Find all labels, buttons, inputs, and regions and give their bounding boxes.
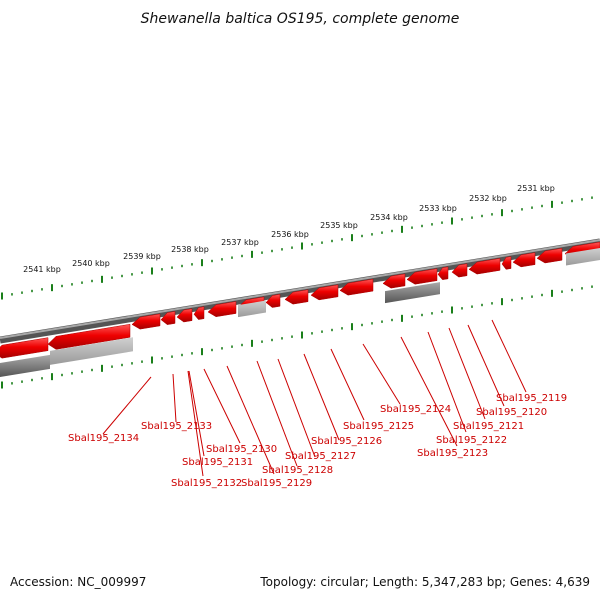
scale-label: 2539 kbp xyxy=(123,252,161,261)
gene-leader-line xyxy=(256,360,298,467)
gene-leader-line xyxy=(362,343,401,405)
scale-label: 2532 kbp xyxy=(469,194,507,203)
gene-leader-line xyxy=(400,336,458,447)
gene-label[interactable]: Sbal195_2129 xyxy=(241,478,312,489)
gene-arrow xyxy=(176,308,193,323)
feature-box-dark xyxy=(385,282,440,304)
scale-label: 2535 kbp xyxy=(320,221,358,230)
accession-text: Accession: NC_009997 xyxy=(10,575,146,589)
gene-arrow xyxy=(131,313,161,330)
gene-label[interactable]: Sbal195_2125 xyxy=(343,421,414,432)
feature-box-light xyxy=(50,337,133,365)
feature-box-dark xyxy=(0,354,50,377)
scale-ticks xyxy=(1,196,593,389)
gene-label[interactable]: Sbal195_2131 xyxy=(182,457,253,468)
gene-leader-line xyxy=(102,376,152,435)
feature-box-light xyxy=(566,248,600,266)
gene-arrow xyxy=(406,268,438,285)
gene-label[interactable]: Sbal195_2120 xyxy=(476,407,547,418)
feature-box-light xyxy=(238,300,266,318)
scale-label: 2536 kbp xyxy=(271,230,309,239)
gene-arrow xyxy=(47,323,131,350)
gene-label[interactable]: Sbal195_2122 xyxy=(436,435,507,446)
gene-leader-line xyxy=(226,365,275,475)
gene-label[interactable]: Sbal195_2130 xyxy=(206,444,277,455)
gene-arrow xyxy=(339,278,374,296)
genome-summary-text: Topology: circular; Length: 5,347,283 bp… xyxy=(259,575,590,589)
gene-leader-line xyxy=(277,358,316,458)
gene-leader-line xyxy=(188,370,205,457)
gene-leader-line xyxy=(491,319,527,393)
gene-arrow xyxy=(193,306,205,320)
gene-leader-line xyxy=(172,373,177,423)
scale-label: 2531 kbp xyxy=(517,184,555,193)
gene-arrow xyxy=(0,337,49,359)
gene-arrow xyxy=(284,289,309,305)
gene-leader-line xyxy=(203,368,241,444)
scale-label: 2540 kbp xyxy=(72,259,110,268)
label-leaders xyxy=(102,319,527,477)
gene-arrow xyxy=(265,293,281,308)
gene-label[interactable]: Sbal195_2126 xyxy=(311,436,382,447)
gene-arrow xyxy=(468,258,501,275)
gene-label[interactable]: Sbal195_2127 xyxy=(285,451,356,462)
gene-arrow xyxy=(512,252,536,268)
genome-title: Shewanella baltica OS195, complete genom… xyxy=(141,11,460,27)
feature-boxes xyxy=(0,248,600,377)
gene-leader-line xyxy=(427,331,467,433)
gene-leader-line xyxy=(303,353,340,441)
gene-label[interactable]: Sbal195_2133 xyxy=(141,421,212,432)
gene-leader-line xyxy=(330,348,365,421)
gene-label[interactable]: Sbal195_2132 xyxy=(171,478,242,489)
gene-arrow xyxy=(207,301,237,317)
gene-label[interactable]: Sbal195_2121 xyxy=(453,421,524,432)
gene-label[interactable]: Sbal195_2119 xyxy=(496,393,567,404)
scale-label: 2541 kbp xyxy=(23,265,61,274)
gene-arrow xyxy=(382,273,406,289)
gene-label[interactable]: Sbal195_2134 xyxy=(68,433,139,444)
scale-label: 2537 kbp xyxy=(221,238,259,247)
gene-label[interactable]: Sbal195_2124 xyxy=(380,404,451,415)
scale-label: 2538 kbp xyxy=(171,245,209,254)
gene-arrow xyxy=(310,284,339,301)
backbone-highlight xyxy=(0,239,600,339)
scale-labels: 2541 kbp 2540 kbp 2539 kbp 2538 kbp 2537 kbp… xyxy=(23,184,555,274)
gene-arrow xyxy=(437,266,449,280)
scale-label: 2533 kbp xyxy=(419,204,457,213)
gene-leader-line xyxy=(448,327,486,420)
gene-arrow xyxy=(501,256,512,270)
gene-leader-line xyxy=(467,324,505,407)
gene-arrow xyxy=(536,247,563,264)
gene-label[interactable]: Sbal195_2128 xyxy=(262,465,333,476)
gene-label[interactable]: Sbal195_2123 xyxy=(417,448,488,459)
gene-leader-line xyxy=(187,370,204,477)
gene-arrow xyxy=(451,263,468,278)
scale-label: 2534 kbp xyxy=(370,213,408,222)
gene-arrow xyxy=(160,311,176,325)
